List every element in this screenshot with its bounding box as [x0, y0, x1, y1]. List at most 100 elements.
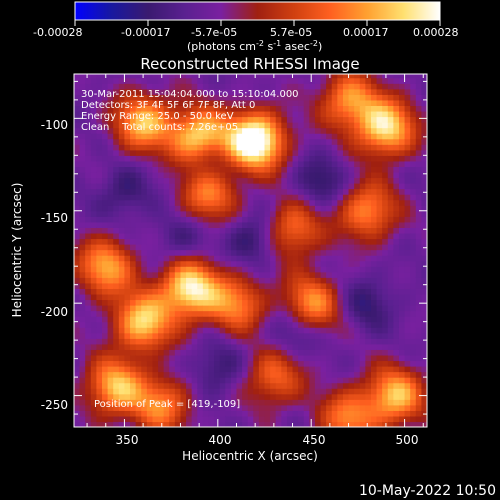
- heatmap-cell: [382, 105, 389, 112]
- heatmap-cell: [359, 74, 366, 79]
- heatmap-cell: [275, 388, 282, 395]
- heatmap-cell: [359, 399, 366, 406]
- heatmap-cell: [320, 316, 327, 323]
- heatmap-cell: [376, 144, 383, 151]
- heatmap-cell: [85, 382, 92, 389]
- heatmap-cell: [348, 255, 355, 262]
- heatmap-cell: [253, 343, 260, 350]
- heatmap-cell: [370, 399, 378, 406]
- heatmap-cell: [141, 88, 148, 95]
- heatmap-cell: [202, 144, 210, 151]
- heatmap-cell: [152, 282, 159, 289]
- heatmap-cell: [107, 183, 114, 190]
- heatmap-cell: [359, 354, 366, 362]
- heatmap-cell: [281, 194, 288, 201]
- heatmap-cell: [398, 415, 406, 423]
- heatmap-cell: [258, 183, 266, 190]
- heatmap-cell: [410, 110, 417, 118]
- heatmap-cell: [236, 366, 243, 373]
- heatmap-cell: [415, 288, 422, 295]
- heatmap-cell: [236, 183, 243, 190]
- heatmap-cell: [309, 343, 316, 350]
- heatmap-cell: [186, 116, 193, 123]
- heatmap-cell: [135, 210, 142, 217]
- heatmap-cell: [354, 399, 361, 406]
- heatmap-cell: [158, 183, 165, 190]
- heatmap-cell: [214, 144, 221, 151]
- heatmap-cell: [124, 288, 131, 295]
- heatmap-cell: [326, 166, 333, 173]
- heatmap-cell: [359, 149, 366, 156]
- heatmap-cell: [242, 399, 249, 406]
- heatmap-cell: [242, 249, 249, 256]
- heatmap-cell: [90, 74, 98, 79]
- heatmap-cell: [298, 199, 305, 206]
- heatmap-cell: [331, 171, 338, 179]
- heatmap-cell: [410, 210, 417, 217]
- heatmap-cell: [202, 255, 210, 262]
- heatmap-cell: [309, 332, 316, 339]
- heatmap-cell: [303, 194, 310, 201]
- heatmap-cell: [365, 310, 372, 317]
- heatmap-cell: [202, 155, 210, 162]
- heatmap-cell: [320, 360, 327, 367]
- heatmap-cell: [348, 210, 355, 217]
- heatmap-cell: [208, 404, 215, 411]
- heatmap-cell: [387, 377, 394, 384]
- heatmap-cell: [152, 205, 159, 212]
- heatmap-cell: [398, 166, 406, 173]
- heatmap-cell: [303, 255, 310, 262]
- heatmap-cell: [130, 138, 137, 145]
- heatmap-cell: [191, 232, 198, 240]
- heatmap-cell: [292, 194, 299, 201]
- heatmap-cell: [174, 110, 182, 118]
- heatmap-cell: [387, 77, 394, 84]
- heatmap-cell: [214, 310, 221, 317]
- heatmap-cell: [370, 260, 378, 267]
- heatmap-cell: [169, 321, 176, 328]
- heatmap-cell: [118, 421, 126, 427]
- heatmap-cell: [191, 377, 198, 384]
- heatmap-cell: [376, 249, 383, 256]
- heatmap-cell: [79, 155, 86, 162]
- x-tick-label: 500: [396, 433, 419, 447]
- heatmap-cell: [398, 260, 406, 267]
- heatmap-cell: [135, 399, 142, 406]
- heatmap-cell: [191, 105, 198, 112]
- heatmap-cell: [85, 94, 92, 101]
- heatmap-cell: [74, 277, 81, 284]
- heatmap-cell: [320, 88, 327, 95]
- heatmap-cell: [298, 321, 305, 328]
- heatmap-cell: [376, 183, 383, 190]
- heatmap-cell: [387, 74, 394, 79]
- heatmap-cell: [74, 415, 81, 423]
- heatmap-cell: [314, 360, 322, 367]
- heatmap-cell: [146, 210, 154, 217]
- heatmap-cell: [102, 232, 109, 240]
- heatmap-cell: [382, 94, 389, 101]
- heatmap-cell: [298, 288, 305, 295]
- heatmap-cell: [225, 277, 232, 284]
- heatmap-cell: [415, 410, 422, 417]
- heatmap-cell: [208, 221, 215, 228]
- unit-exponent: -2: [256, 39, 264, 48]
- heatmap-cell: [146, 110, 154, 118]
- heatmap-cell: [286, 83, 294, 90]
- heatmap-cell: [415, 232, 422, 240]
- colorbar-tick-label: -5.7e-05: [191, 26, 237, 39]
- heatmap-cell: [124, 183, 131, 190]
- heatmap-cell: [281, 110, 288, 118]
- heatmap-cell: [124, 122, 131, 129]
- heatmap-cell: [286, 205, 294, 212]
- heatmap-cell: [337, 421, 344, 427]
- heatmap-cell: [174, 404, 182, 411]
- heatmap-cell: [225, 377, 232, 384]
- heatmap-cell: [320, 183, 327, 190]
- heatmap-cell: [236, 255, 243, 262]
- heatmap-cell: [191, 160, 198, 167]
- heatmap-cell: [320, 244, 327, 251]
- footer-timestamp: 10-May-2022 10:50: [359, 483, 496, 499]
- heatmap-cell: [186, 105, 193, 112]
- heatmap-cell: [180, 305, 187, 312]
- heatmap-cell: [359, 83, 366, 90]
